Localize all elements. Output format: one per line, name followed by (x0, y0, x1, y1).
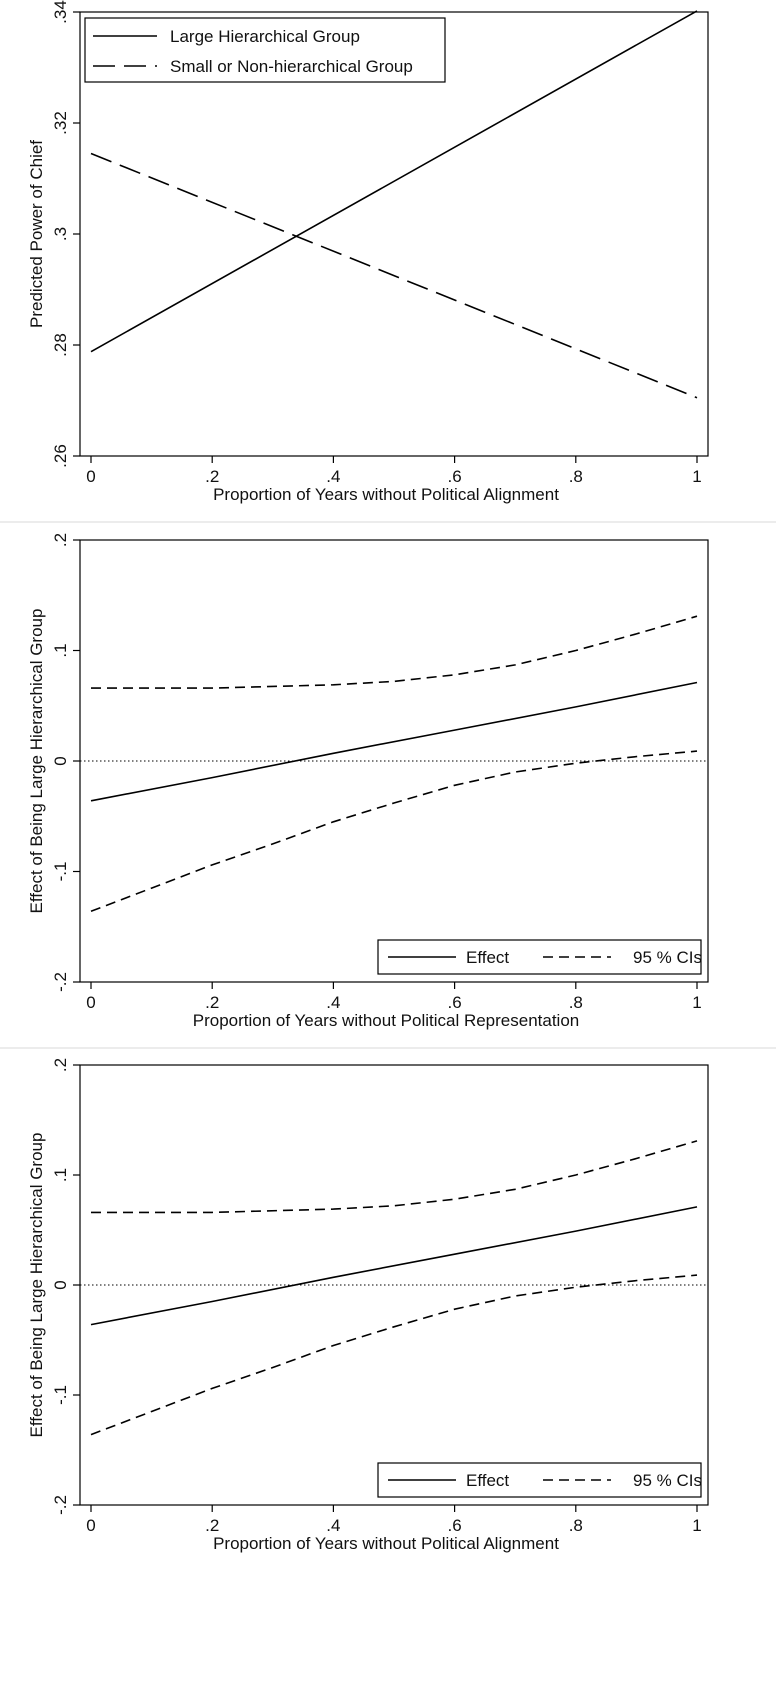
x-tick-label: .8 (569, 1516, 583, 1535)
x-axis-title: Proportion of Years without Political Re… (193, 1011, 580, 1030)
series-line (91, 1140, 698, 1214)
x-tick-label: .2 (205, 467, 219, 486)
x-tick-label: 0 (86, 1516, 95, 1535)
x-tick-label: .4 (326, 1516, 340, 1535)
y-tick-label: .1 (51, 643, 70, 657)
legend-label: 95 % CIs (633, 948, 702, 967)
legend: Effect 95 % CIs (377, 1462, 702, 1498)
y-tick-label: .1 (51, 1168, 70, 1182)
x-tick-label: 0 (86, 993, 95, 1012)
y-tick-label: .3 (51, 227, 70, 241)
x-tick-label: .8 (569, 993, 583, 1012)
legend-label: 95 % CIs (633, 1471, 702, 1490)
chart-panel-1: 0 .2 .4 .6 .8 1 .26 .28 .3 .32 .34 Proportion of Ye… (27, 0, 709, 504)
y-tick-label: 0 (51, 756, 70, 765)
x-tick-label: 1 (692, 1516, 701, 1535)
y-tick-label: .28 (51, 333, 70, 357)
legend-label: Effect (466, 948, 509, 967)
plot-frame (79, 1064, 709, 1506)
y-axis-title: Effect of Being Large Hierarchical Group (27, 1133, 46, 1438)
y-tick-label: .32 (51, 111, 70, 135)
x-tick-label: .6 (448, 1516, 462, 1535)
legend: Effect 95 % CIs (377, 939, 702, 975)
series-line (90, 152, 698, 399)
series-line (91, 615, 698, 689)
y-tick-label: 0 (51, 1280, 70, 1289)
x-tick-label: .4 (326, 467, 340, 486)
x-tick-label: .4 (326, 993, 340, 1012)
series-line (90, 10, 698, 353)
x-tick-label: .8 (569, 467, 583, 486)
x-tick-label: .2 (205, 1516, 219, 1535)
y-tick-label: .26 (51, 444, 70, 468)
y-tick-label: -.2 (51, 1495, 70, 1515)
series-line (90, 1206, 698, 1326)
series-line (90, 681, 698, 802)
legend-box (84, 17, 446, 83)
x-tick-label: 1 (692, 993, 701, 1012)
y-tick-label: -.1 (51, 862, 70, 882)
legend-label: Small or Non-hierarchical Group (170, 57, 413, 76)
y-tick-label: .34 (51, 0, 70, 24)
legend-label: Large Hierarchical Group (170, 27, 360, 46)
y-tick-label: .2 (51, 1058, 70, 1072)
legend-label: Effect (466, 1471, 509, 1490)
x-tick-label: .2 (205, 993, 219, 1012)
y-tick-label: -.2 (51, 972, 70, 992)
series-line (90, 750, 698, 913)
y-tick-label: .2 (51, 533, 70, 547)
x-tick-label: 0 (86, 467, 95, 486)
y-tick-label: -.1 (51, 1385, 70, 1405)
y-axis-title: Effect of Being Large Hierarchical Group (27, 609, 46, 914)
y-axis-title: Predicted Power of Chief (27, 140, 46, 328)
legend: Large Hierarchical Group Small or Non-hie… (84, 17, 446, 83)
x-tick-label: .6 (448, 993, 462, 1012)
x-tick-label: .6 (448, 467, 462, 486)
plot-frame (79, 539, 709, 983)
series-line (90, 1274, 698, 1436)
x-tick-label: 1 (692, 467, 701, 486)
x-axis-title: Proportion of Years without Political Al… (213, 1534, 559, 1553)
x-axis-title: Proportion of Years without Political Al… (213, 485, 559, 504)
